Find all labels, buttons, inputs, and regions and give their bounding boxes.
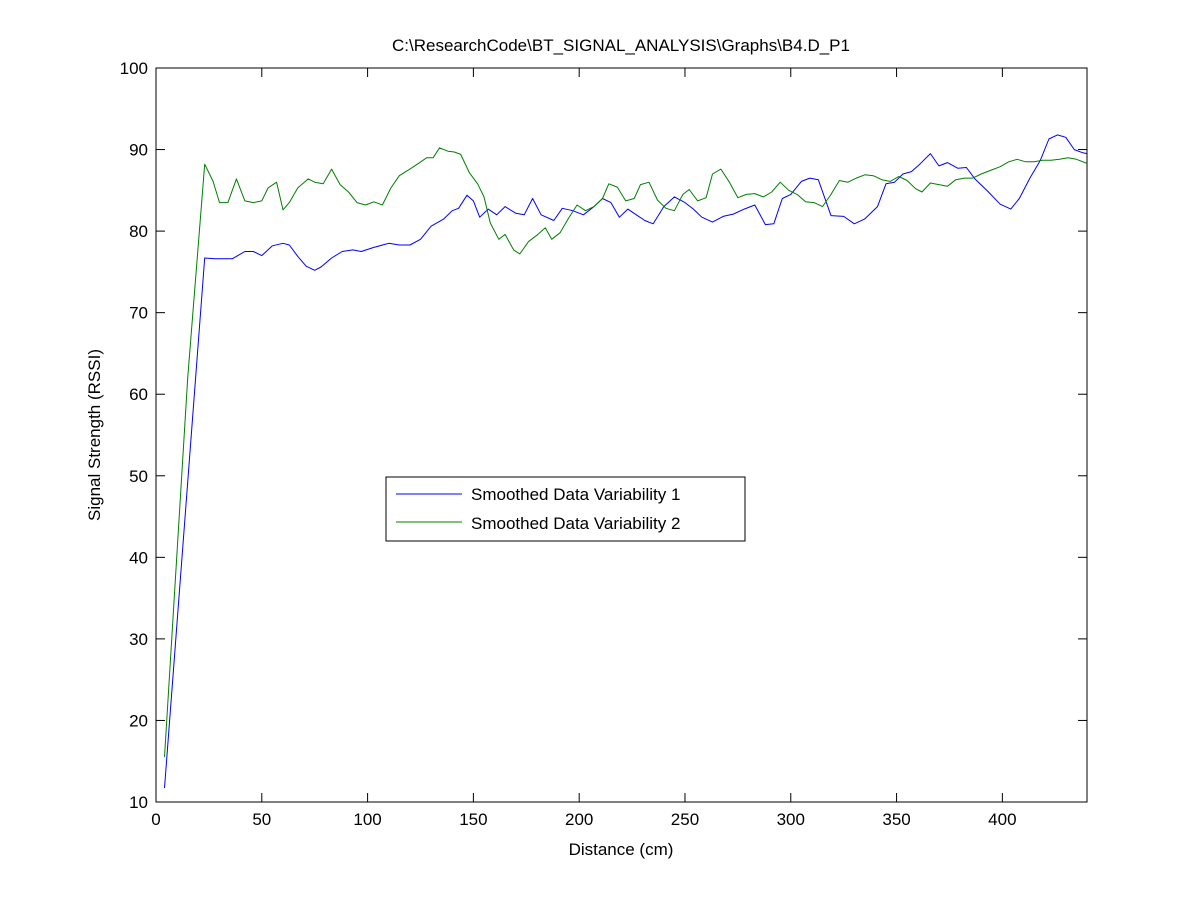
- chart-title: C:\ResearchCode\BT_SIGNAL_ANALYSIS\Graph…: [392, 36, 850, 55]
- y-tick-label: 50: [129, 467, 148, 486]
- legend-label-series-2: Smoothed Data Variability 2: [471, 514, 680, 533]
- y-tick-label: 70: [129, 304, 148, 323]
- y-tick-label: 30: [129, 630, 148, 649]
- x-tick-label: 200: [565, 810, 593, 829]
- legend-label-series-1: Smoothed Data Variability 1: [471, 485, 680, 504]
- y-tick-label: 60: [129, 385, 148, 404]
- series-line-2: [164, 147, 1088, 758]
- x-tick-label: 100: [353, 810, 381, 829]
- y-axis-label: Signal Strength (RSSI): [85, 349, 104, 521]
- x-tick-label: 350: [882, 810, 910, 829]
- legend-box: [385, 476, 746, 542]
- series-line-1: [164, 134, 1088, 789]
- x-tick-label: 250: [671, 810, 699, 829]
- x-axis-label: Distance (cm): [569, 840, 674, 859]
- series-layer: [164, 134, 1088, 789]
- x-tick-label: 0: [151, 810, 160, 829]
- y-tick-label: 90: [129, 141, 148, 160]
- plot-area: [155, 67, 1088, 803]
- x-tick-label: 400: [988, 810, 1016, 829]
- tick-layer: 0 50 100 150 200 250 300 350 400 10 20 30 40 50 60 70 80…: [120, 59, 1087, 829]
- legend: Smoothed Data Variability 1 Smoothed Dat…: [385, 476, 746, 542]
- y-tick-label: 10: [129, 793, 148, 812]
- y-tick-label: 80: [129, 222, 148, 241]
- y-tick-label: 100: [120, 59, 148, 78]
- y-tick-label: 20: [129, 711, 148, 730]
- x-tick-label: 50: [252, 810, 271, 829]
- y-tick-label: 40: [129, 548, 148, 567]
- x-tick-label: 150: [459, 810, 487, 829]
- x-tick-label: 300: [777, 810, 805, 829]
